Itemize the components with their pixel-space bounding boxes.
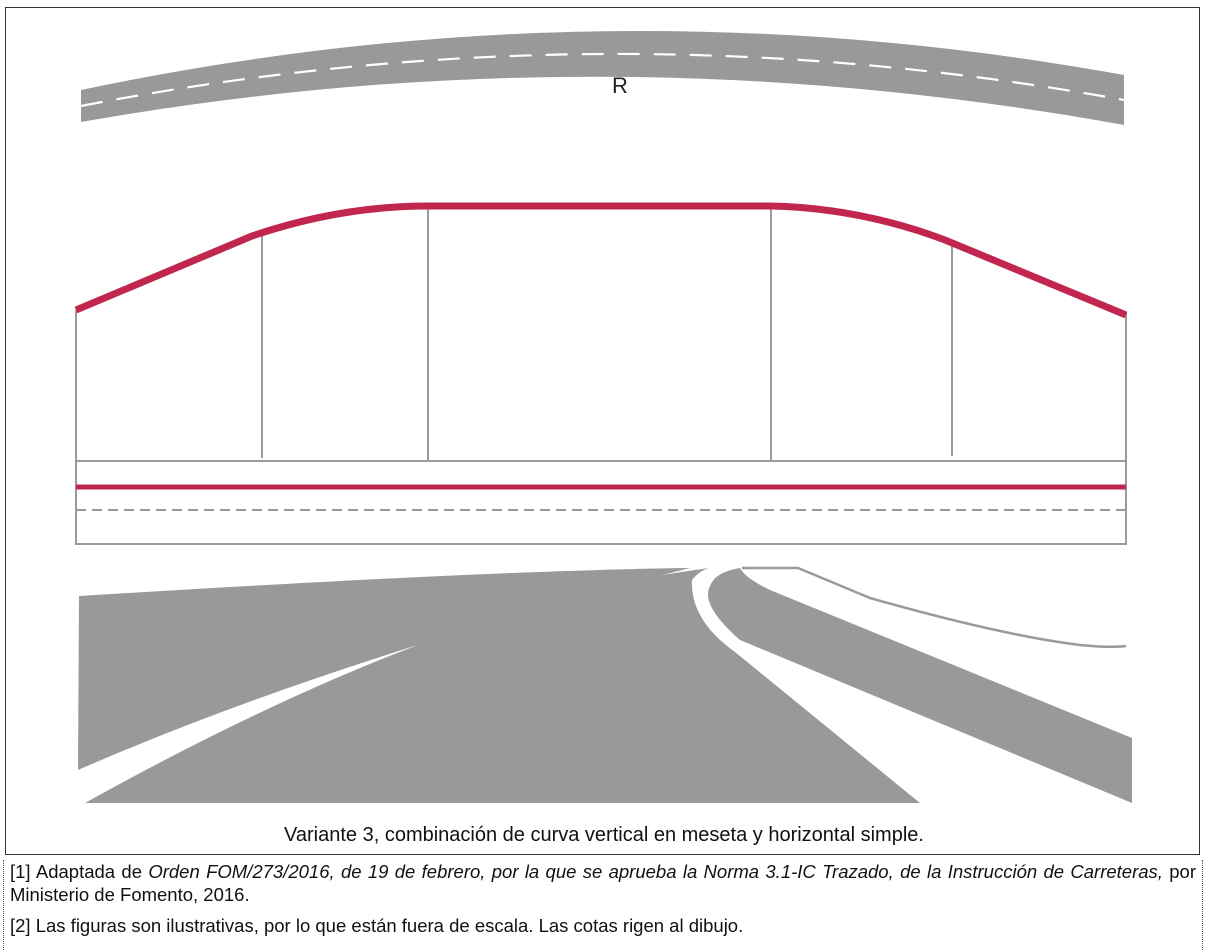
footnote-1-title: Orden FOM/273/2016, de 19 de febrero, po… bbox=[148, 861, 1163, 882]
footnote-2: [2] Las figuras son ilustrativas, por lo… bbox=[10, 915, 744, 936]
footnote-1: [1] Adaptada de Orden FOM/273/2016, de 1… bbox=[10, 860, 1196, 906]
footnote-1-suffix: por Ministerio de Fomento, 2016. bbox=[10, 861, 1196, 905]
radius-label: R bbox=[612, 73, 628, 98]
longitudinal-profile bbox=[74, 202, 1128, 545]
vertical-crest-curve bbox=[74, 202, 1128, 319]
road-left-surface bbox=[78, 568, 690, 770]
footnotes: [1] Adaptada de Orden FOM/273/2016, de 1… bbox=[3, 860, 1203, 950]
plan-view-road: R bbox=[80, 30, 1125, 125]
road-main-surface bbox=[85, 568, 920, 803]
footnote-1-prefix: [1] Adaptada de bbox=[10, 861, 149, 882]
figure-caption: Variante 3, combinación de curva vertica… bbox=[284, 824, 924, 846]
curved-road-strip bbox=[81, 30, 1124, 125]
road-edge-line bbox=[742, 566, 1127, 649]
road-diagram: R bbox=[74, 30, 1132, 803]
road-right-surface bbox=[708, 568, 1132, 803]
road-centerline-dashed bbox=[80, 52, 1125, 108]
perspective-view bbox=[78, 566, 1132, 803]
